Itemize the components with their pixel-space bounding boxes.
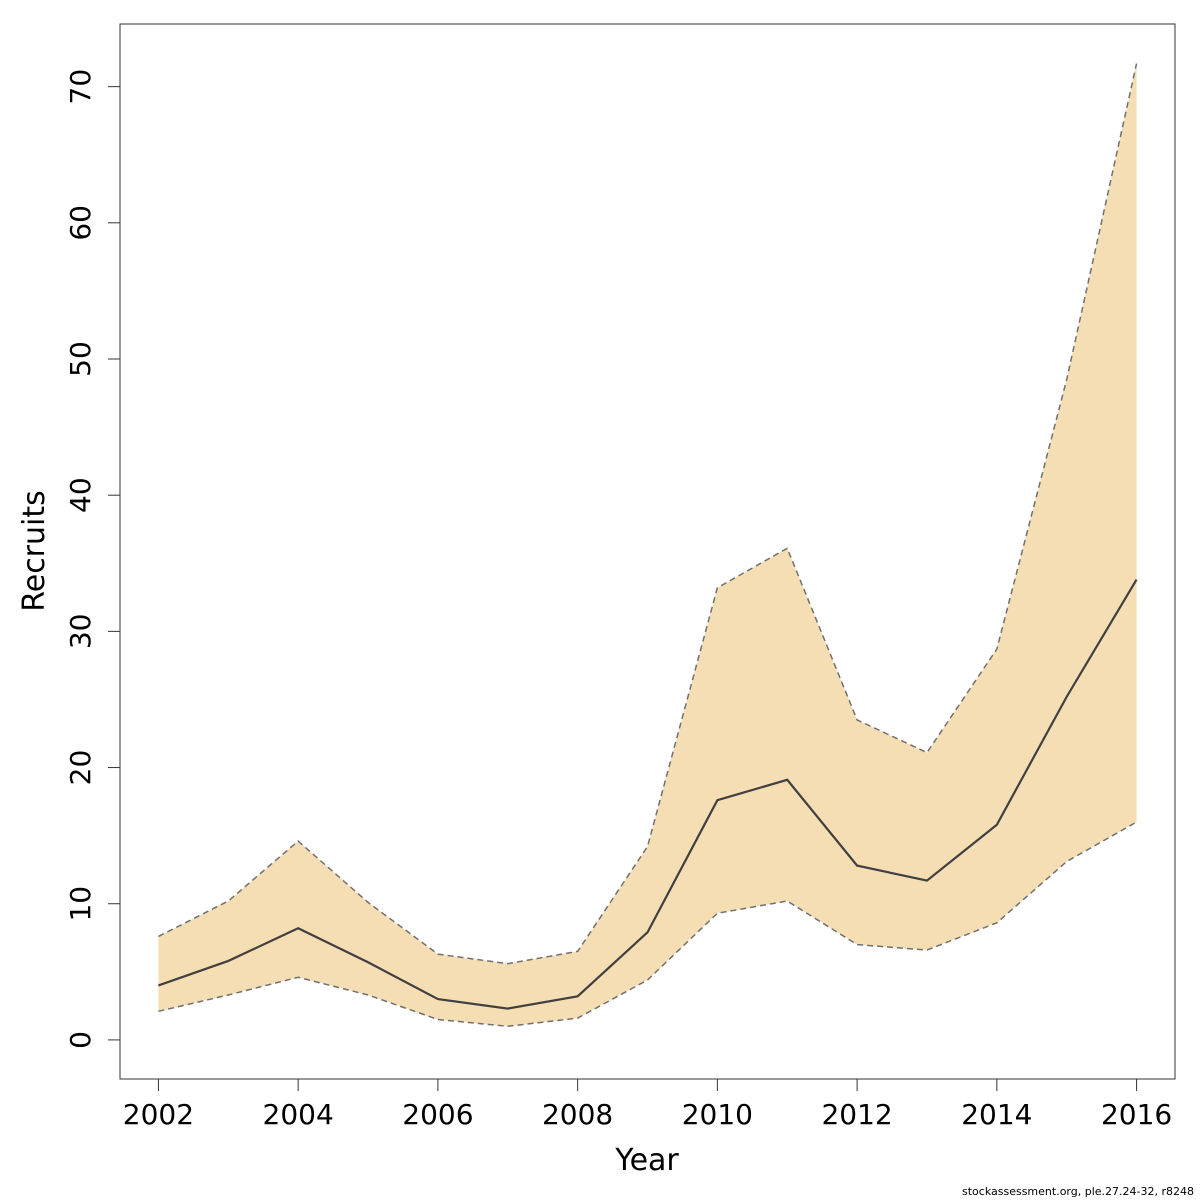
y-tick-label: 50	[64, 341, 97, 377]
y-tick-label: 10	[64, 886, 97, 922]
lower-bound-line	[158, 821, 1137, 1028]
x-tick-label: 2016	[1101, 1098, 1172, 1131]
y-tick-label: 40	[64, 477, 97, 513]
x-tick-label: 2002	[123, 1098, 194, 1131]
y-tick-label: 0	[64, 1031, 97, 1049]
y-tick-label: 30	[64, 614, 97, 650]
upper-bound-line	[158, 63, 1138, 965]
x-tick-label: 2004	[263, 1098, 334, 1131]
x-tick-label: 2006	[402, 1098, 473, 1131]
x-axis-label: Year	[614, 1143, 679, 1178]
x-tick-label: 2012	[821, 1098, 892, 1131]
x-tick-label: 2008	[542, 1098, 613, 1131]
y-tick-label: 20	[64, 750, 97, 786]
confidence-band	[158, 63, 1137, 1027]
x-tick-label: 2014	[961, 1098, 1032, 1131]
y-axis-label: Recruits	[17, 490, 52, 612]
y-axis: 0 10 20 30 40 50 60 70	[64, 69, 121, 1049]
x-tick-label: 2010	[682, 1098, 753, 1131]
estimate-line	[158, 579, 1138, 1010]
y-tick-label: 60	[64, 205, 97, 241]
y-tick-label: 70	[64, 69, 97, 105]
x-axis: 2002 2004 2006 2008 2010 2012 2014 2016	[123, 1078, 1172, 1131]
source-note: stockassessment.org, ple.27.24-32, r8248	[962, 1185, 1194, 1198]
